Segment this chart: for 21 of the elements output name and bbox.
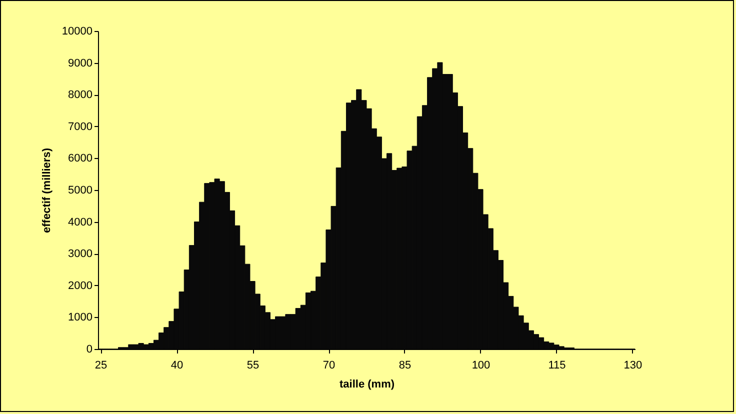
y-tick-label: 10000 [62, 26, 92, 38]
y-tick-label: 3000 [68, 248, 92, 260]
x-tick-label: 40 [170, 360, 184, 372]
y-tick-label: 6000 [68, 152, 92, 165]
x-tick-label: 70 [322, 360, 336, 372]
x-tick-label: 25 [94, 360, 108, 372]
y-axis-title: effectif (milliers) [40, 148, 53, 233]
x-axis-title: taille (mm) [339, 378, 395, 390]
y-tick-label: 5000 [68, 184, 92, 196]
x-tick-label: 85 [398, 360, 412, 372]
y-tick-label: 7000 [68, 120, 92, 133]
x-tick-label: 55 [246, 360, 260, 372]
y-tick-label: 8000 [68, 89, 92, 102]
x-tick-label: 130 [624, 360, 642, 372]
y-tick-label: 4000 [68, 216, 92, 228]
x-tick-label: 100 [472, 360, 490, 372]
y-tick-label: 2000 [68, 280, 92, 292]
y-tick-label: 0 [86, 344, 92, 356]
y-tick-label: 9000 [68, 57, 92, 70]
y-tick-label: 1000 [68, 312, 92, 324]
x-tick-label: 115 [548, 360, 566, 372]
